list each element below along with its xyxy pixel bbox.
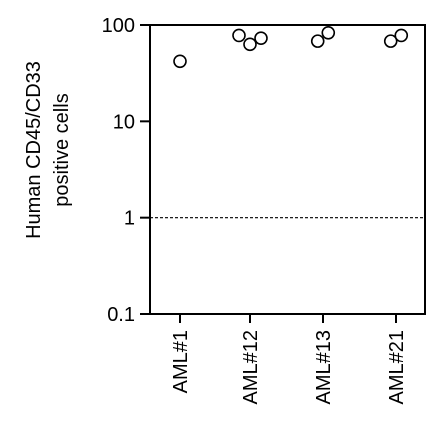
x-category-label: AML#13 [313,330,335,405]
data-point [321,25,336,40]
y-axis-label-line1: Human CD45/CD33 [23,61,45,239]
y-tick-label: 100 [102,15,135,37]
data-point [243,37,257,52]
plot-frame [149,24,426,315]
data-point [232,28,246,43]
data-point [173,54,187,69]
data-point [310,34,325,48]
y-tick-label: 10 [113,111,135,133]
y-axis-label-line2: positive cells [51,93,73,206]
data-points [173,25,409,69]
y-tick-label: 1 [124,208,135,230]
data-point [394,28,409,43]
y-tick-label: 0.1 [107,304,135,326]
x-category-label: AML#21 [386,330,408,405]
data-point [383,34,398,48]
x-category-label: AML#1 [170,330,192,393]
x-category-label: AML#12 [240,330,262,405]
data-point [254,31,268,45]
y-axis-ticks: 0.1 1 10 100 [102,15,150,326]
x-axis-categories: AML#1 AML#12 AML#13 AML#21 [170,314,408,405]
